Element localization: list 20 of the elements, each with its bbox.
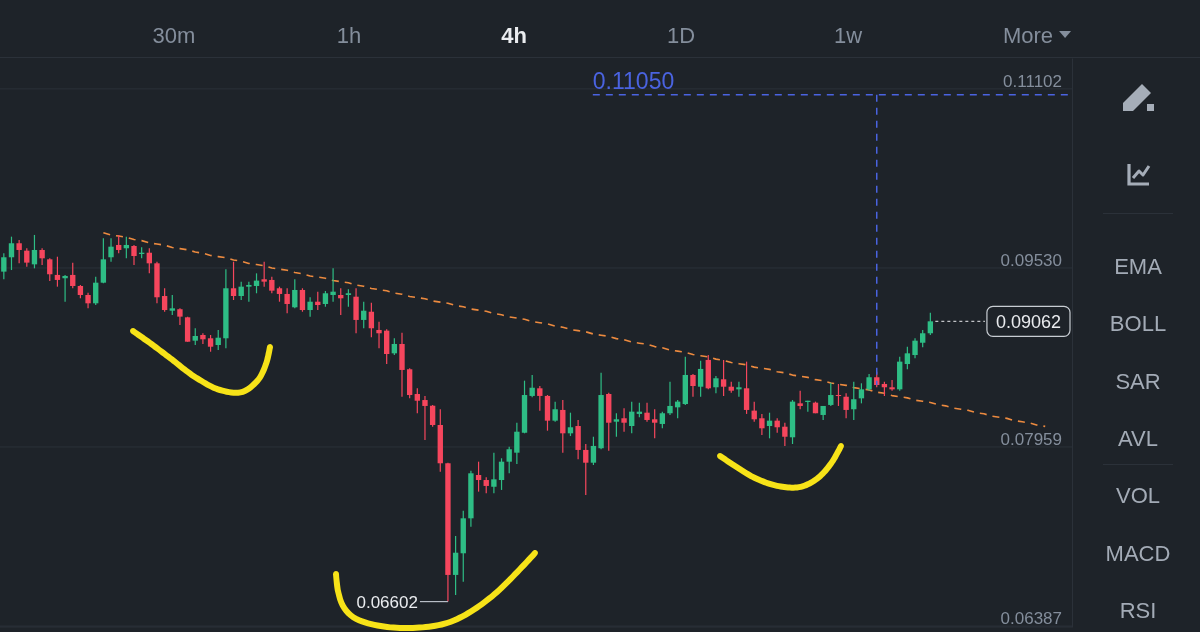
y-tick-label: 0.07959 xyxy=(1000,429,1062,449)
y-tick-label: 0.09530 xyxy=(1000,250,1062,270)
text: AVL xyxy=(1118,425,1158,451)
text: 1D xyxy=(666,22,696,48)
y-tick-label: 0.11102 xyxy=(1003,71,1062,91)
ref-line-label: 0.11050 xyxy=(592,67,675,94)
y-tick-label: 0.06387 xyxy=(1000,609,1062,629)
text: RSI xyxy=(1119,597,1157,623)
text: VOL xyxy=(1115,482,1161,508)
text: 30m xyxy=(152,22,196,48)
text: BOLL xyxy=(1109,310,1167,336)
text: More xyxy=(1002,22,1054,48)
text: 4h xyxy=(501,22,527,48)
text: 1w xyxy=(833,22,863,48)
annotation: 0.06602 xyxy=(356,592,418,612)
text: SAR xyxy=(1115,368,1161,394)
text: 1h xyxy=(336,22,362,48)
text: EMA xyxy=(1114,253,1163,279)
annotation: 0.09062 xyxy=(995,311,1061,332)
text: MACD xyxy=(1105,540,1171,566)
